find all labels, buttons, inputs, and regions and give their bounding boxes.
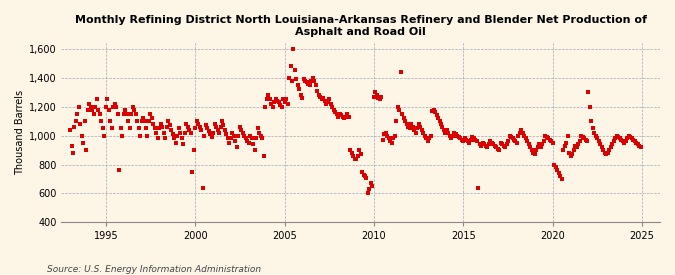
Text: Source: U.S. Energy Information Administration: Source: U.S. Energy Information Administ… <box>47 265 261 274</box>
Y-axis label: Thousand Barrels: Thousand Barrels <box>15 89 25 175</box>
Title: Monthly Refining District North Louisiana-Arkansas Refinery and Blender Net Prod: Monthly Refining District North Louisian… <box>74 15 647 37</box>
